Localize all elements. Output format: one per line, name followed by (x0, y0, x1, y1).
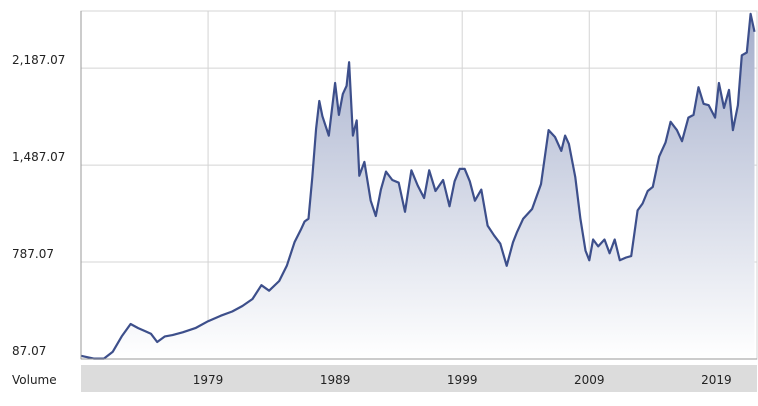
x-tick-label: 2009 (574, 373, 605, 387)
y-tick-label: 87.07 (12, 344, 46, 358)
x-tick-label: 1979 (193, 373, 224, 387)
y-tick-label: 1,487.07 (12, 150, 65, 164)
x-tick-label: 2019 (701, 373, 732, 387)
y-tick-label: 787.07 (12, 247, 54, 261)
x-axis-labels: 1979 1989 1999 2009 2019 (193, 373, 732, 387)
x-tick-label: 1999 (447, 373, 478, 387)
volume-label: Volume (12, 373, 57, 387)
x-tick-label: 1989 (320, 373, 351, 387)
price-line (80, 12, 756, 360)
volume-bar (81, 365, 757, 392)
y-axis-labels: 87.07 787.07 1,487.07 2,187.07 (12, 53, 65, 358)
y-tick-label: 2,187.07 (12, 53, 65, 67)
